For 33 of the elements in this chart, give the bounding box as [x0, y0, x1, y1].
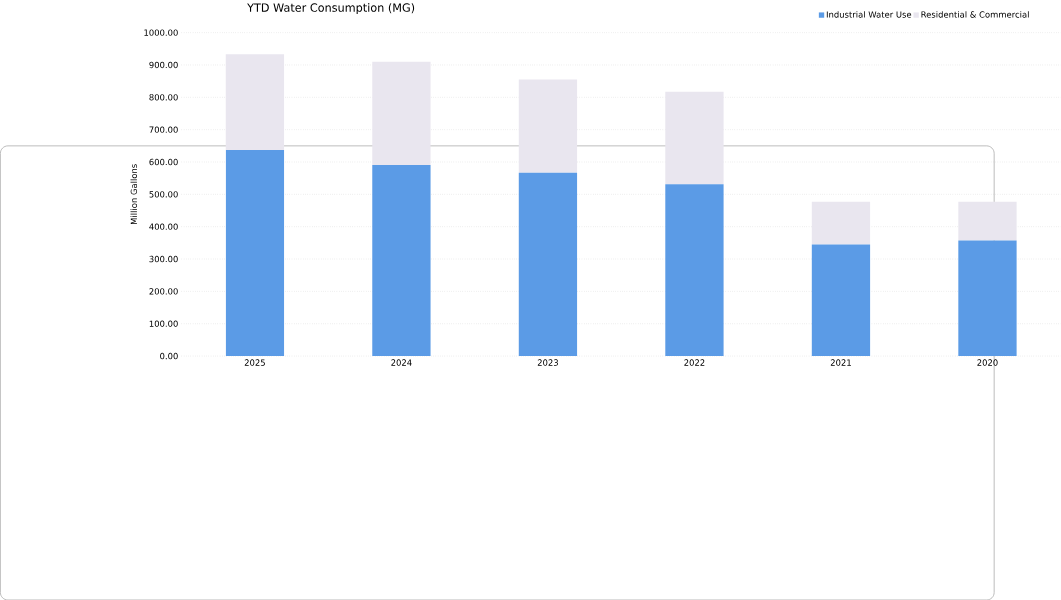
- bar: [225, 149, 285, 356]
- y-axis-title: Million Gallons: [130, 164, 138, 224]
- y-tick-label: 900.00: [149, 61, 178, 68]
- x-tick-label: 2025: [244, 359, 265, 366]
- bar: [518, 172, 578, 356]
- bar: [958, 201, 1017, 241]
- chart-title: YTD Water Consumption (MG): [247, 2, 415, 14]
- y-tick-label: 600.00: [149, 158, 178, 166]
- y-tick-label: 1000.00: [144, 29, 178, 36]
- bar: [372, 164, 431, 356]
- bar: [225, 54, 285, 150]
- y-tick-label: 700.00: [149, 126, 178, 133]
- legend-label: Residential & Commercial: [921, 11, 1029, 18]
- bar: [665, 91, 724, 185]
- x-tick-label: 2024: [391, 359, 412, 366]
- x-tick-label: 2023: [537, 359, 558, 366]
- y-tick-label: 300.00: [149, 255, 178, 263]
- y-tick-label: 400.00: [149, 223, 178, 230]
- legend-label: Industrial Water Use: [826, 11, 912, 18]
- bar: [665, 184, 724, 356]
- y-tick-label: 0.00: [160, 352, 178, 360]
- y-tick-label: 200.00: [149, 288, 178, 295]
- y-tick-label: 100.00: [149, 320, 178, 327]
- bar: [811, 201, 871, 245]
- bar: [811, 244, 871, 356]
- x-tick-label: 2021: [830, 359, 851, 366]
- y-tick-label: 800.00: [149, 93, 178, 101]
- bar: [518, 79, 578, 173]
- y-tick-label: 500.00: [149, 190, 178, 198]
- bar: [372, 61, 431, 165]
- x-tick-label: 2022: [684, 359, 705, 366]
- x-tick-label: 2020: [977, 359, 998, 366]
- bar: [958, 240, 1017, 356]
